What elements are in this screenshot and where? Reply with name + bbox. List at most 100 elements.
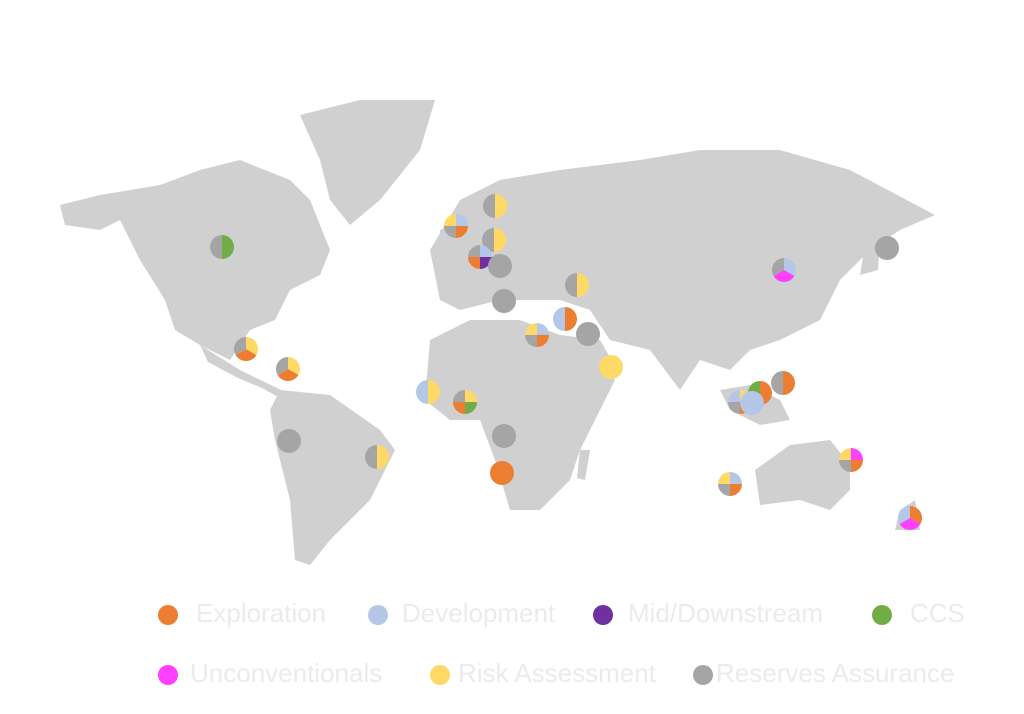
legend-label: Mid/Downstream <box>628 598 823 628</box>
pie-slice <box>483 194 495 218</box>
pie-slice <box>730 472 742 484</box>
pie-slice <box>730 484 742 496</box>
pie-marker <box>771 371 795 395</box>
pie-slice <box>453 402 465 414</box>
pie-marker <box>277 429 301 453</box>
pie-slice <box>839 460 851 472</box>
pie-marker <box>483 194 507 218</box>
south-america <box>270 390 395 565</box>
legend-swatch <box>368 605 388 625</box>
pie-slice <box>482 228 494 252</box>
legend-swatch <box>693 665 713 685</box>
pie-slice <box>416 380 428 404</box>
pie-slice <box>784 258 796 276</box>
pie-slice <box>444 226 456 238</box>
pie-marker <box>416 380 440 404</box>
pie-slice <box>277 429 301 453</box>
pie-slice <box>553 307 565 331</box>
pie-slice <box>365 445 377 469</box>
eurasia <box>430 150 935 390</box>
pie-marker <box>444 214 468 238</box>
pie-marker <box>553 307 577 331</box>
pie-slice <box>480 257 492 269</box>
pie-marker <box>525 323 549 347</box>
pie-marker <box>276 357 301 381</box>
pie-marker <box>565 273 589 297</box>
pie-slice <box>851 460 863 472</box>
pie-slice <box>839 448 851 460</box>
pie-marker <box>898 506 922 531</box>
pie-marker <box>234 337 259 361</box>
pie-slice <box>468 257 480 269</box>
pie-slice <box>875 236 899 260</box>
australia <box>755 440 850 510</box>
japan <box>860 240 880 275</box>
legend-label: Exploration <box>196 598 326 628</box>
pie-marker <box>468 245 492 269</box>
pie-slice <box>465 390 477 402</box>
pie-slice <box>453 390 465 402</box>
legend-label: Risk Assessment <box>458 658 657 688</box>
pie-marker <box>576 322 600 346</box>
greenland <box>300 100 435 225</box>
pie-slice <box>468 245 480 257</box>
legend-label: Unconventionals <box>190 658 382 688</box>
legend-label: Reserves Assurance <box>716 658 954 688</box>
pie-slice <box>599 355 623 379</box>
pie-marker <box>718 472 742 496</box>
north-america <box>60 160 330 360</box>
pie-marker <box>488 254 512 278</box>
legend-swatch <box>430 665 450 685</box>
pie-slice <box>488 254 512 278</box>
pie-slice <box>494 228 506 252</box>
central-america <box>200 345 285 398</box>
pie-slice <box>222 235 234 259</box>
markers <box>210 194 922 531</box>
pie-marker <box>492 289 516 313</box>
pie-slice <box>525 323 537 335</box>
pie-slice <box>377 445 389 469</box>
pie-slice <box>565 307 577 331</box>
pie-slice <box>277 369 299 381</box>
pie-slice <box>246 337 259 355</box>
pie-slice <box>444 214 456 226</box>
pie-slice <box>728 390 740 402</box>
pie-marker <box>492 424 516 448</box>
pie-marker <box>875 236 899 260</box>
pie-slice <box>288 357 301 375</box>
pie-slice <box>490 461 514 485</box>
pie-slice <box>910 506 922 524</box>
pie-marker <box>365 445 389 469</box>
legend-swatch <box>872 605 892 625</box>
pie-slice <box>576 322 600 346</box>
pie-slice <box>537 335 549 347</box>
pie-slice <box>492 289 516 313</box>
pie-slice <box>771 371 783 395</box>
pie-slice <box>577 273 589 297</box>
pie-slice <box>276 357 288 375</box>
pie-slice <box>898 506 910 524</box>
pie-slice <box>234 337 246 355</box>
land <box>60 100 935 565</box>
pie-slice <box>210 235 222 259</box>
pie-slice <box>772 258 784 276</box>
pie-slice <box>783 371 795 395</box>
pie-slice <box>565 273 577 297</box>
legend-swatch <box>158 665 178 685</box>
pie-slice <box>525 335 537 347</box>
pie-marker <box>599 355 623 379</box>
pie-slice <box>718 484 730 496</box>
pie-marker <box>210 235 234 259</box>
pie-slice <box>480 245 492 257</box>
pie-slice <box>492 424 516 448</box>
pie-marker <box>839 448 863 472</box>
pie-slice <box>428 380 440 404</box>
legend-label: Development <box>402 598 556 628</box>
legend-label: CCS <box>910 598 965 628</box>
pie-marker <box>490 461 514 485</box>
pie-slice <box>456 226 468 238</box>
pie-marker <box>772 258 796 283</box>
pie-slice <box>495 194 507 218</box>
madagascar <box>577 450 590 480</box>
